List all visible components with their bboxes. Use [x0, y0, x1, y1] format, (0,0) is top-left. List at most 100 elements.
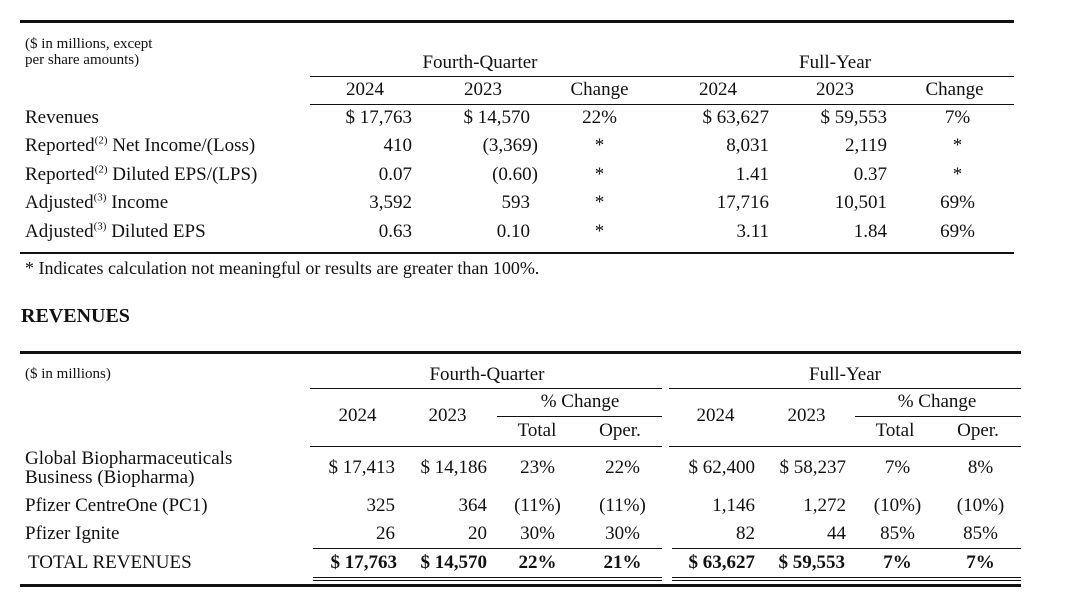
cell-y2023: $ 59,553	[778, 552, 846, 573]
units-note-line1: ($ in millions, except	[25, 36, 153, 52]
row-label-text: Reported	[25, 164, 95, 185]
cell-qoper: 30%	[605, 523, 640, 544]
cell-q2024: $ 17,763	[345, 107, 413, 128]
row-label-text: Revenues	[25, 107, 99, 128]
cell-ytotal: 7%	[883, 552, 912, 573]
cell-ychange: 69%	[940, 221, 975, 242]
table1-units-note: ($ in millions, except per share amounts…	[25, 36, 152, 68]
table2-bottom-rule	[20, 584, 1021, 587]
cell-qoper: 22%	[605, 457, 640, 478]
cell-qchange: *	[594, 135, 605, 156]
table1-col-ychange: Change	[925, 79, 984, 100]
cell-q2023: $ 14,570	[420, 552, 488, 573]
cell-yoper: 85%	[963, 523, 998, 544]
row-label-line2: Business (Biopharma)	[25, 467, 195, 488]
table-row-total: TOTAL REVENUES $ 17,763 $ 14,570 22% 21%…	[0, 550, 1069, 576]
table2-col-yoper: Oper.	[957, 420, 999, 441]
footnote-ref: (3)	[93, 220, 107, 233]
total-double-rule-y-2	[672, 580, 1021, 581]
cell-q2023: $ 14,186	[420, 457, 488, 478]
cell-q2024: $ 17,413	[328, 457, 396, 478]
cell-q2024: 0.07	[378, 164, 412, 185]
table2-pct-change-year: % Change	[897, 391, 977, 412]
row-label-rest: Diluted EPS/(LPS)	[107, 164, 258, 185]
footnote-ref: (2)	[94, 134, 108, 147]
table1-col-q2024: 2024	[346, 79, 384, 100]
table2-top-rule	[20, 351, 1021, 354]
table1-col-q2023: 2023	[464, 79, 502, 100]
table2-group-quarter: Fourth-Quarter	[429, 364, 545, 385]
cell-ytotal: 85%	[880, 523, 915, 544]
cell-qtotal: (11%)	[514, 495, 561, 516]
cell-ychange: 7%	[944, 107, 971, 128]
cell-qchange: *	[594, 164, 605, 185]
table2-col-y2024: 2024	[696, 405, 735, 426]
cell-yoper: 8%	[967, 457, 994, 478]
cell-y2024: $ 62,400	[688, 457, 756, 478]
table-row: Pfizer Ignite 26 20 30% 30% 82 44 85% 85…	[0, 521, 1069, 547]
cell-ytotal: (10%)	[873, 495, 922, 516]
table-row: Revenues $ 17,763 $ 14,570 22% $ 63,627 …	[0, 105, 1069, 131]
table1-colhead-rule	[310, 104, 1014, 105]
table1-group-quarter: Fourth-Quarter	[422, 52, 538, 73]
cell-ychange: *	[952, 135, 963, 156]
cell-qoper: (11%)	[599, 495, 646, 516]
row-label-line1: Global Biopharmaceuticals	[25, 448, 233, 469]
table2-group-rule-year	[669, 388, 1021, 389]
cell-q2023: (3,369)	[482, 135, 538, 156]
row-label-text: Reported	[25, 135, 95, 156]
cell-yoper: 7%	[966, 552, 995, 573]
cell-q2024: 3,592	[369, 192, 412, 213]
cell-ychange: *	[952, 164, 963, 185]
row-label: Global Biopharmaceuticals Business (Biop…	[25, 449, 232, 487]
cell-y2024: 8,031	[726, 135, 769, 156]
row-label-rest: Net Income/(Loss)	[107, 135, 256, 156]
table2-pct-change-quarter: % Change	[540, 391, 620, 412]
table-row: Adjusted(3) Diluted EPS 0.63 0.10 * 3.11…	[0, 219, 1069, 245]
table1-bottom-rule	[20, 252, 1014, 254]
footnote-ref: (2)	[94, 163, 108, 176]
cell-y2024: 82	[736, 523, 755, 544]
row-label: Reported(2) Diluted EPS/(LPS)	[25, 162, 257, 188]
row-label-rest: Income	[106, 192, 169, 213]
total-double-rule-q-2	[313, 580, 662, 581]
row-label: Pfizer Ignite	[25, 523, 120, 544]
row-label: Revenues	[25, 105, 99, 131]
cell-ychange: 69%	[940, 192, 975, 213]
cell-y2024: 1,146	[712, 495, 755, 516]
table2-group-year: Full-Year	[809, 364, 881, 385]
cell-y2024: $ 63,627	[688, 552, 756, 573]
table-row: Pfizer CentreOne (PC1) 325 364 (11%) (11…	[0, 493, 1069, 519]
table1-group-year: Full-Year	[799, 52, 871, 73]
cell-y2024: 1.41	[735, 164, 769, 185]
row-label: Adjusted(3) Income	[25, 190, 168, 216]
table2-colhead-rule-year	[669, 446, 1021, 447]
cell-y2023: 1,272	[803, 495, 846, 516]
cell-qchange: 22%	[582, 107, 617, 128]
cell-q2024: 26	[376, 523, 395, 544]
cell-q2023: 593	[501, 192, 531, 213]
cell-q2023: 0.10	[496, 221, 530, 242]
row-label: Reported(2) Net Income/(Loss)	[25, 133, 255, 159]
cell-q2023: $ 14,570	[463, 107, 531, 128]
cell-y2024: 3.11	[736, 221, 769, 242]
table2-pct-rule-year	[855, 416, 1021, 417]
row-values: $ 17,413 $ 14,186 23% 22% $ 62,400 $ 58,…	[0, 455, 1069, 481]
cell-y2023: $ 58,237	[779, 457, 847, 478]
cell-q2023: (0.60)	[492, 164, 538, 185]
table2-col-q2024: 2024	[338, 405, 377, 426]
cell-qtotal: 22%	[518, 552, 557, 573]
total-top-rule-year	[672, 548, 1021, 549]
cell-q2023: 20	[468, 523, 487, 544]
cell-y2023: $ 59,553	[820, 107, 888, 128]
row-label-text: Adjusted	[25, 192, 94, 213]
cell-qtotal: 30%	[520, 523, 555, 544]
total-double-rule-y-1	[672, 577, 1021, 578]
table1-col-qchange: Change	[570, 79, 629, 100]
table2-col-qoper: Oper.	[599, 420, 641, 441]
units-note-line2: per share amounts)	[25, 52, 140, 68]
cell-y2024: 17,716	[716, 192, 769, 213]
cell-y2023: 44	[827, 523, 846, 544]
table1-col-y2023: 2023	[816, 79, 854, 100]
table2-col-q2023: 2023	[428, 405, 467, 426]
